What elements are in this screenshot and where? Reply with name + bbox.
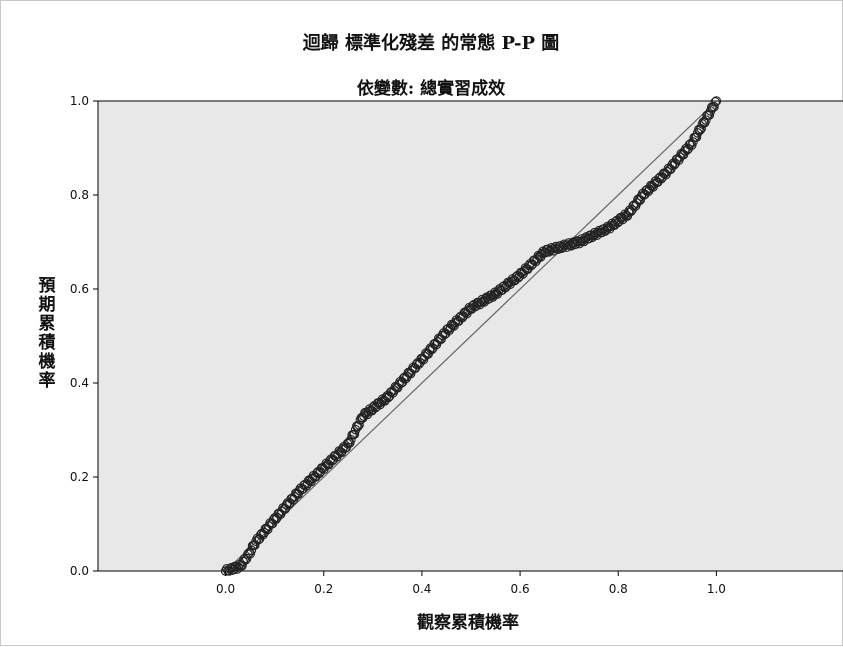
data-point <box>272 512 282 523</box>
chart-title: 迴歸 標準化殘差 的常態 P-P 圖 <box>303 32 560 54</box>
x-tick-label: 0.0 <box>216 582 235 596</box>
y-tick-label: 0.2 <box>70 470 89 484</box>
data-point <box>311 472 321 482</box>
data-point <box>640 189 650 200</box>
data-point <box>701 115 711 125</box>
data-points-group <box>220 96 722 576</box>
y-tick-label: 0.4 <box>70 376 89 390</box>
data-point <box>298 484 308 494</box>
x-tick-label: 0.8 <box>609 582 628 596</box>
data-point <box>346 434 356 445</box>
data-point <box>428 343 438 353</box>
data-point <box>578 235 588 246</box>
data-point <box>384 391 395 401</box>
data-point <box>688 137 698 147</box>
reference-line-group <box>225 100 717 572</box>
data-point <box>475 299 485 310</box>
data-point <box>635 195 646 205</box>
x-axis-ticks: 0.0 0.2 0.4 0.6 0.8 1.0 <box>216 571 726 596</box>
x-tick-label: 0.2 <box>314 582 333 596</box>
data-point <box>710 97 720 107</box>
data-point <box>695 125 705 135</box>
data-point <box>250 540 260 550</box>
y-tick-label: 0.8 <box>70 188 89 202</box>
data-point <box>486 290 497 300</box>
y-axis-ticks: 0.0 0.2 0.4 0.6 0.8 1.0 <box>70 94 98 578</box>
y-tick-label: 0.0 <box>70 564 89 578</box>
data-point <box>587 232 597 243</box>
x-tick-label: 1.0 <box>707 582 726 596</box>
data-point <box>246 545 257 556</box>
data-point <box>670 158 681 169</box>
y-tick-label: 1.0 <box>70 94 89 108</box>
data-point <box>565 240 575 250</box>
x-tick-label: 0.4 <box>412 582 431 596</box>
data-point <box>709 101 719 112</box>
data-point <box>436 334 446 345</box>
data-point <box>285 498 295 508</box>
data-point <box>590 229 601 239</box>
data-point <box>453 316 464 326</box>
data-point <box>232 564 243 574</box>
y-tick-label: 0.6 <box>70 282 89 296</box>
chart-subtitle: 依變數: 總實習成效 <box>357 78 505 99</box>
y-axis-label: 預期累積機率 <box>39 276 57 391</box>
x-tick-label: 0.6 <box>511 582 530 596</box>
data-point <box>576 234 587 244</box>
reference-line <box>225 100 717 572</box>
data-point <box>711 96 722 106</box>
data-point <box>370 402 381 413</box>
data-point <box>589 227 600 238</box>
data-point <box>678 149 689 160</box>
data-point <box>631 198 642 208</box>
data-point <box>574 238 585 249</box>
data-point <box>602 221 613 232</box>
data-point <box>477 294 487 305</box>
data-point <box>653 177 663 187</box>
data-point <box>353 421 363 432</box>
x-axis-label: 觀察累積機率 <box>417 612 519 633</box>
data-point <box>241 553 252 564</box>
data-point <box>441 328 451 339</box>
